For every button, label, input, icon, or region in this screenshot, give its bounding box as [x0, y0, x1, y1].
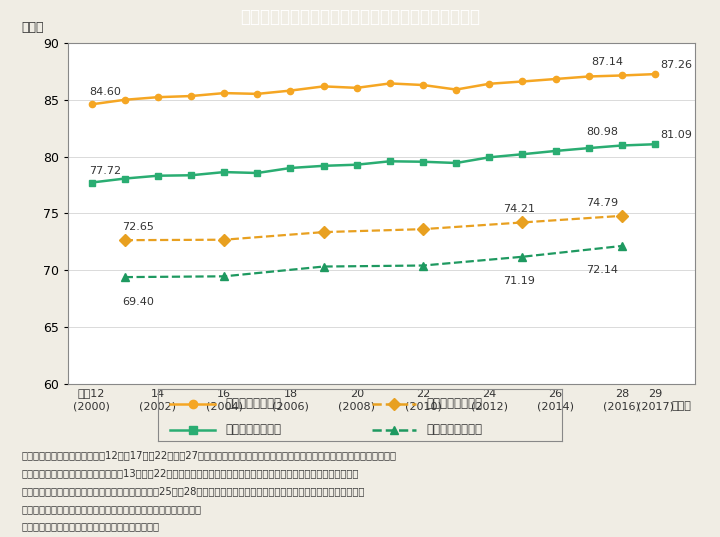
Text: 84.60: 84.60 — [89, 88, 121, 97]
Text: (2017): (2017) — [636, 401, 673, 411]
Text: （年）: （年） — [22, 21, 44, 34]
Text: 87.14: 87.14 — [591, 57, 624, 67]
Text: (2006): (2006) — [272, 401, 309, 411]
Text: 87.26: 87.26 — [660, 60, 693, 70]
Text: 平成12: 平成12 — [78, 388, 105, 398]
Text: 14: 14 — [150, 388, 165, 398]
Text: （備考）１．平均寿命は，平成12年，17年，22年及び27年は厚生労働省「完全生命表」，その他の年は厚生労働省「簡易生命表」: （備考）１．平均寿命は，平成12年，17年，22年及び27年は厚生労働省「完全生… — [22, 450, 397, 460]
Text: 平均寿命（男性）: 平均寿命（男性） — [225, 423, 281, 437]
Text: Ｉ－５－１図　平均寿命と健康寿命の推移（男女別）: Ｉ－５－１図 平均寿命と健康寿命の推移（男女別） — [240, 9, 480, 26]
Text: より作成。健康寿命は，平成13年から22年は厚生労働科学研究費補助金「健康寿命における将来予測と生活習慣: より作成。健康寿命は，平成13年から22年は厚生労働科学研究費補助金「健康寿命に… — [22, 468, 359, 478]
Text: 18: 18 — [284, 388, 297, 398]
Text: 16: 16 — [217, 388, 231, 398]
Text: 28: 28 — [615, 388, 629, 398]
Text: (2000): (2000) — [73, 401, 110, 411]
Text: 平均寿命（女性）: 平均寿命（女性） — [225, 397, 281, 410]
Text: (2004): (2004) — [206, 401, 243, 411]
Text: (2002): (2002) — [140, 401, 176, 411]
Text: (2016): (2016) — [603, 401, 640, 411]
Text: 29: 29 — [648, 388, 662, 398]
Text: 77.72: 77.72 — [89, 165, 121, 176]
Text: (2014): (2014) — [537, 401, 574, 411]
Text: 健康寿命（男性）: 健康寿命（男性） — [426, 423, 482, 437]
Text: ２．健康寿命は，日常生活に制限のない期間。: ２．健康寿命は，日常生活に制限のない期間。 — [22, 521, 159, 532]
Text: 74.21: 74.21 — [503, 204, 535, 214]
Text: 71.19: 71.19 — [503, 276, 535, 286]
Text: 病対策の費用対効果に関する研究」，平成25年，28年は厚生労働科学研究費補助金「健康寿命及び地域格差の要因: 病対策の費用対効果に関する研究」，平成25年，28年は厚生労働科学研究費補助金「… — [22, 486, 365, 496]
Text: (2012): (2012) — [471, 401, 508, 411]
Text: 健康寿命（女性）: 健康寿命（女性） — [426, 397, 482, 410]
Text: (2008): (2008) — [338, 401, 375, 411]
Text: 20: 20 — [350, 388, 364, 398]
Text: 22: 22 — [416, 388, 430, 398]
Text: 74.79: 74.79 — [586, 198, 618, 207]
Text: 72.14: 72.14 — [586, 265, 618, 275]
Text: 69.40: 69.40 — [122, 296, 154, 307]
Text: 24: 24 — [482, 388, 496, 398]
Text: 81.09: 81.09 — [660, 130, 693, 140]
Text: 80.98: 80.98 — [586, 127, 618, 137]
Text: 分析と健康増進対策の効果検証に関する研究」より作成。: 分析と健康増進対策の効果検証に関する研究」より作成。 — [22, 504, 202, 514]
Text: (2010): (2010) — [405, 401, 441, 411]
Text: 72.65: 72.65 — [122, 222, 154, 232]
Text: （年）: （年） — [672, 401, 691, 411]
Text: 26: 26 — [549, 388, 562, 398]
